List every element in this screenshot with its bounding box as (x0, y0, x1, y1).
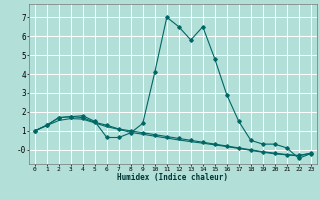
X-axis label: Humidex (Indice chaleur): Humidex (Indice chaleur) (117, 173, 228, 182)
